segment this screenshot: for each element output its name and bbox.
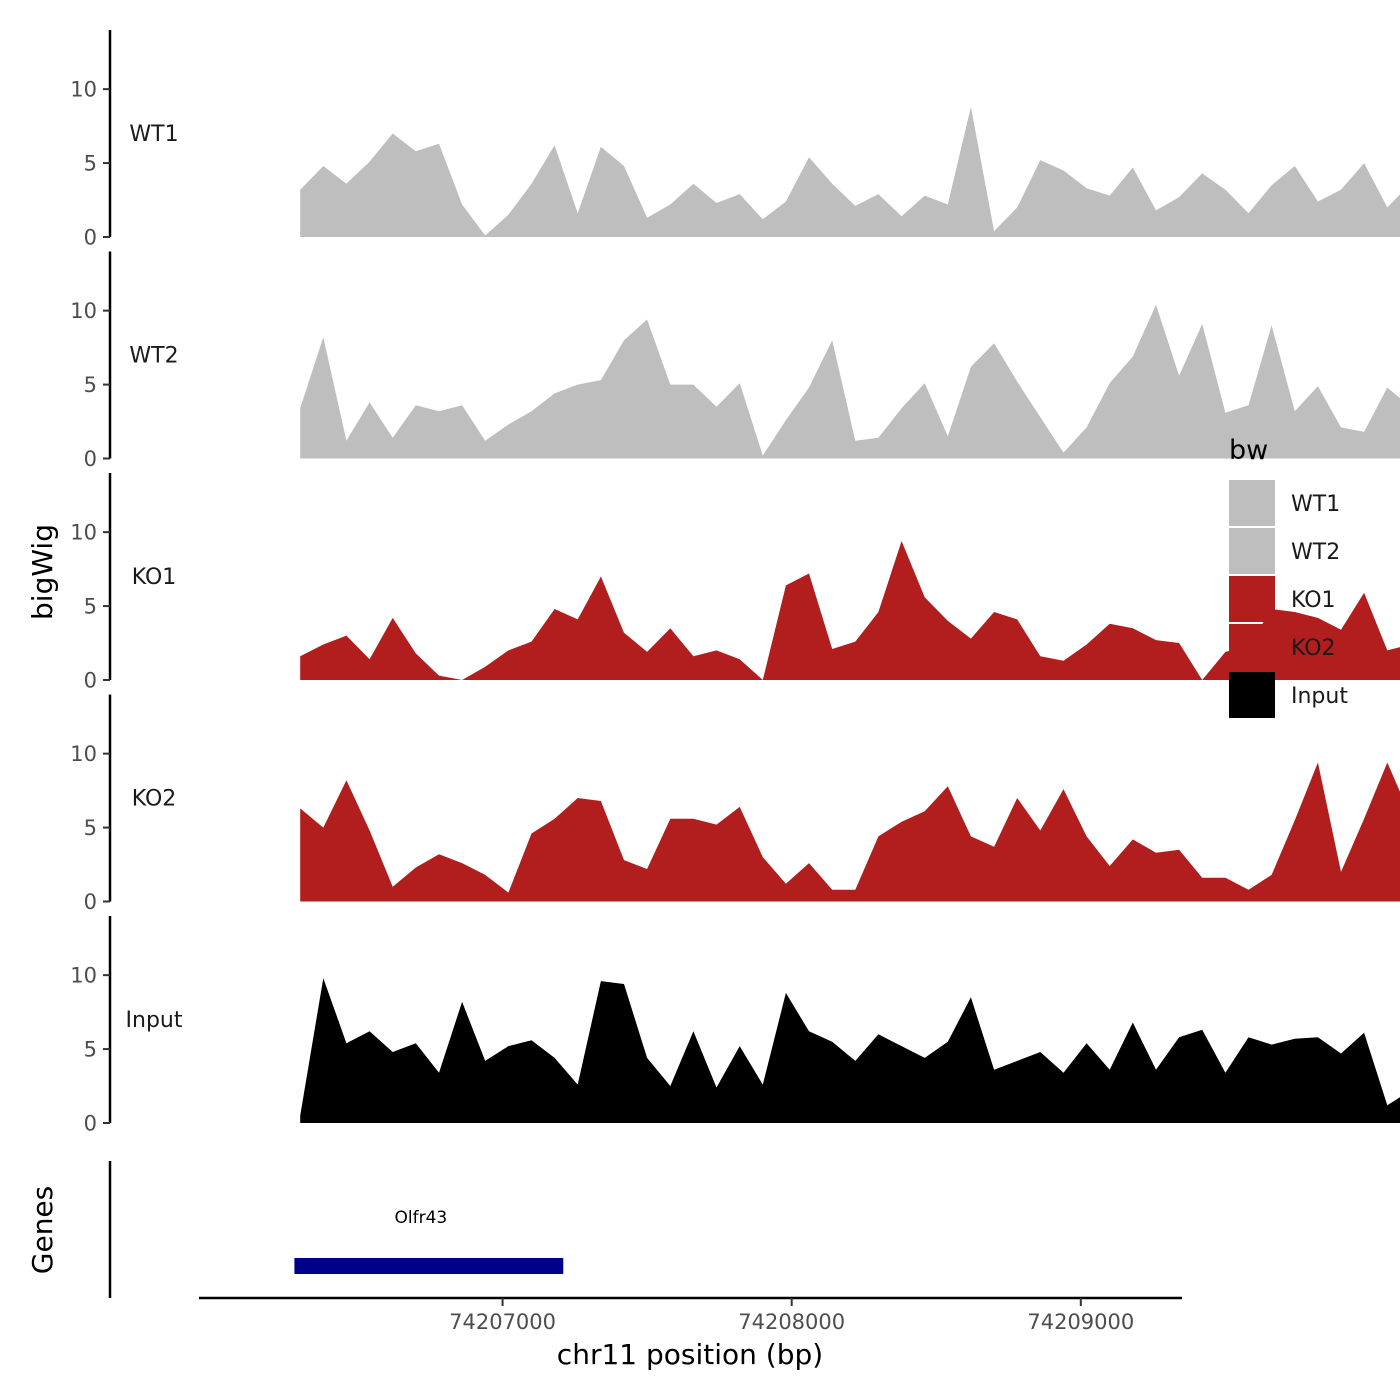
- x-axis: chr11 position (bp) 74207000 74208000 7420…: [199, 1296, 1182, 1371]
- y-tick-label: 10: [70, 742, 97, 766]
- track-label-wt1: WT1: [129, 122, 178, 147]
- legend-label-input: Input: [1291, 684, 1348, 709]
- legend-swatch-ko1: [1229, 576, 1275, 622]
- track-ko2: 0 5 10 KO2: [70, 694, 1400, 914]
- track-ko1: 0 5 10 KO1: [70, 473, 1400, 693]
- area-ko2: [300, 762, 1400, 902]
- y-tick-label: 0: [84, 226, 97, 250]
- y-tick-label: 0: [84, 890, 97, 914]
- gene-label: Olfr43: [394, 1208, 447, 1228]
- legend-swatch-ko2: [1229, 624, 1275, 670]
- x-axis-title: chr11 position (bp): [557, 1338, 823, 1371]
- genes-track-title: Genes: [26, 1186, 59, 1274]
- y-tick-label: 10: [70, 964, 97, 988]
- legend-swatch-wt1: [1229, 480, 1275, 526]
- y-tick-label: 5: [84, 595, 97, 619]
- legend-swatch-wt2: [1229, 528, 1275, 574]
- x-tick-label: 74208000: [738, 1310, 845, 1334]
- track-label-ko2: KO2: [132, 786, 177, 811]
- genes-track: Genes Olfr43: [26, 1161, 564, 1298]
- legend-label-wt2: WT2: [1291, 540, 1340, 565]
- area-wt2: [300, 304, 1400, 459]
- track-wt1: 0 5 10 WT1: [70, 30, 1400, 250]
- track-label-wt2: WT2: [129, 343, 178, 368]
- y-tick-label: 5: [84, 1038, 97, 1062]
- gene-olfr43: [294, 1258, 564, 1274]
- track-wt2: 0 5 10 WT2: [70, 251, 1400, 471]
- legend-label-wt1: WT1: [1291, 492, 1340, 517]
- track-label-input: Input: [126, 1008, 183, 1033]
- legend-swatch-input: [1229, 672, 1275, 718]
- y-tick-label: 5: [84, 816, 97, 840]
- y-tick-label: 5: [84, 152, 97, 176]
- y-tick-label: 10: [70, 521, 97, 545]
- y-tick-label: 0: [84, 669, 97, 693]
- y-axis-title: bigWig: [26, 524, 59, 620]
- legend-label-ko2: KO2: [1291, 636, 1336, 661]
- y-tick-label: 10: [70, 78, 97, 102]
- area-input: [300, 978, 1400, 1123]
- coverage-tracks: 0 5 10 WT1 0 5 10 WT2 0 5 10 KO1 0 5 10 KO2 0 5 10 Input: [70, 30, 1400, 1136]
- x-tick-label: 74209000: [1027, 1310, 1134, 1334]
- track-label-ko1: KO1: [132, 565, 177, 590]
- area-ko1: [300, 541, 1400, 680]
- x-tick-label: 74207000: [449, 1310, 556, 1334]
- y-tick-label: 5: [84, 373, 97, 397]
- y-tick-label: 10: [70, 299, 97, 323]
- legend: bw WT1 WT2 KO1 KO2 Input: [1229, 435, 1348, 718]
- y-tick-label: 0: [84, 447, 97, 471]
- area-wt1: [300, 106, 1400, 237]
- track-input: 0 5 10 Input: [70, 916, 1400, 1136]
- y-tick-label: 0: [84, 1112, 97, 1136]
- legend-title: bw: [1229, 435, 1268, 466]
- legend-label-ko1: KO1: [1291, 588, 1336, 613]
